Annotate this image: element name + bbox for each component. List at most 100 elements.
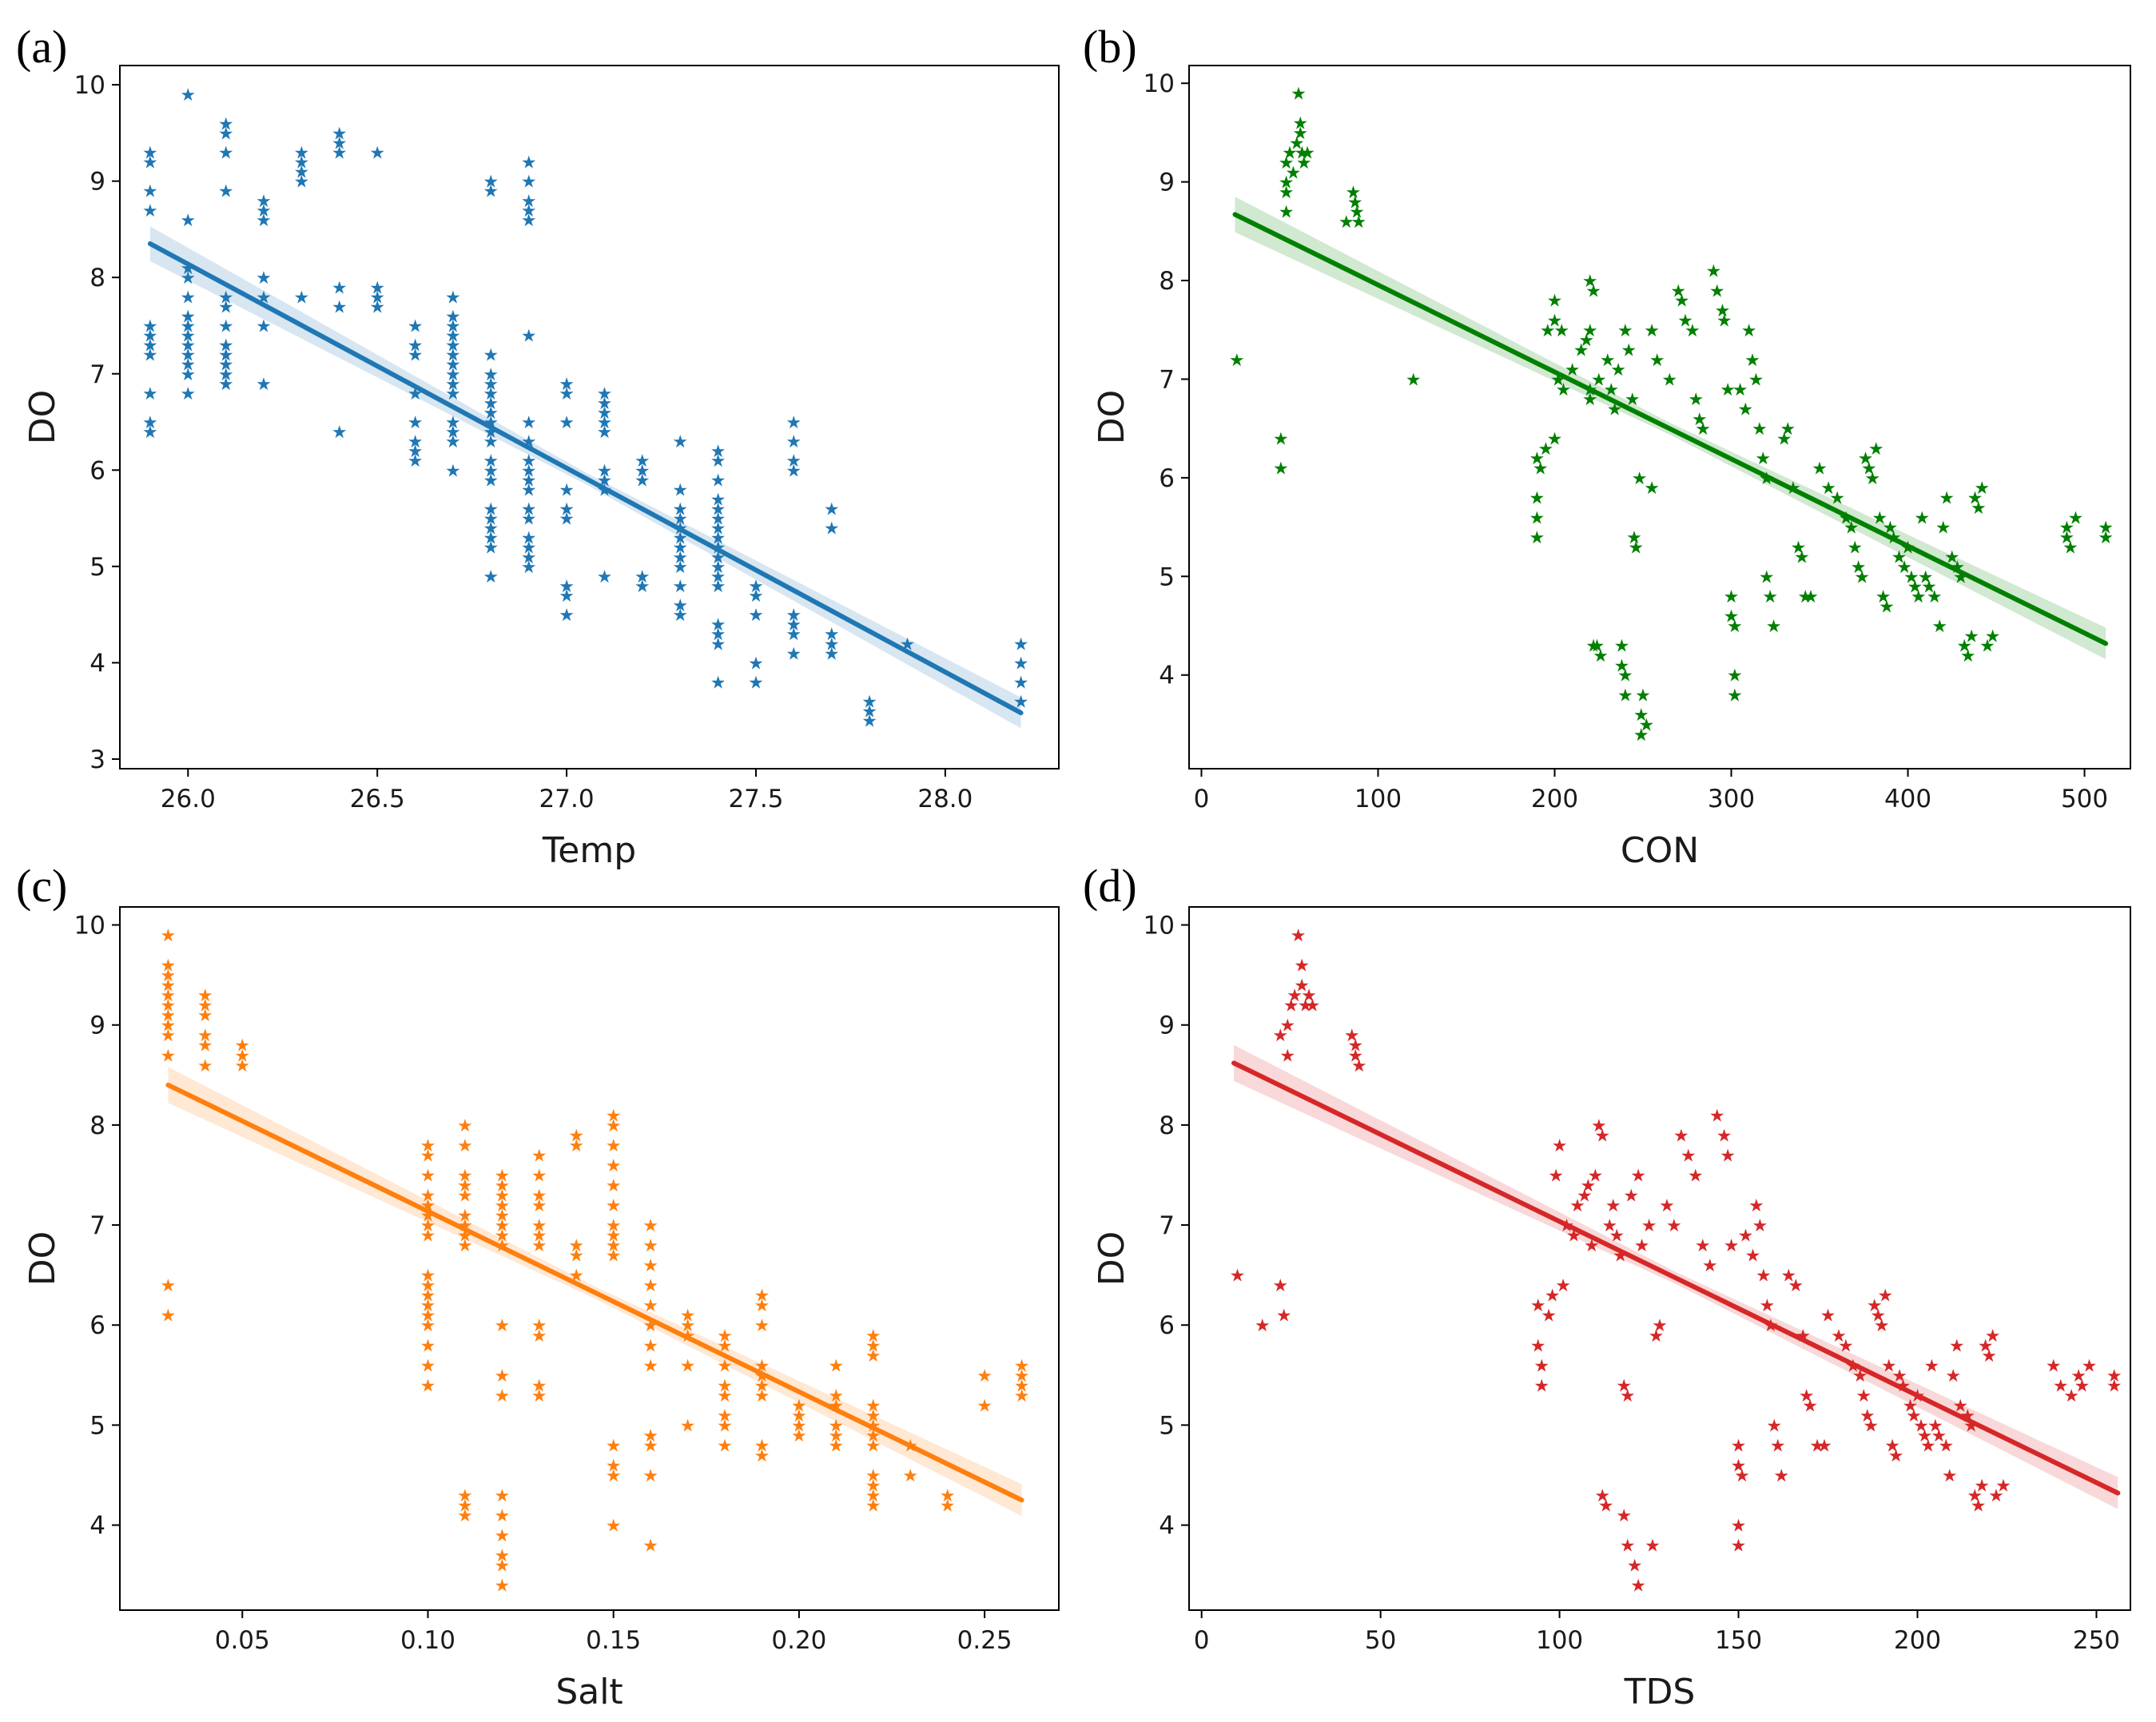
data-point: ★ (1727, 686, 1743, 706)
data-point: ★ (1289, 133, 1305, 153)
data-point: ★ (1616, 1376, 1632, 1396)
plot-frame (119, 906, 1060, 1611)
data-point: ★ (483, 404, 499, 424)
y-tick-label: 6 (1159, 1311, 1175, 1340)
data-point: ★ (1677, 311, 1693, 331)
data-point: ★ (1874, 1316, 1890, 1336)
data-point: ★ (606, 1517, 622, 1537)
data-point: ★ (142, 153, 158, 173)
data-point: ★ (1272, 1026, 1288, 1046)
data-point: ★ (791, 1416, 807, 1436)
data-point: ★ (1645, 1537, 1661, 1557)
data-point: ★ (218, 114, 234, 134)
data-point: ★ (142, 423, 158, 443)
data-point: ★ (1881, 1356, 1897, 1376)
data-point: ★ (606, 1216, 622, 1236)
x-tick-label: 0.05 (215, 1626, 270, 1655)
data-point: ★ (1541, 1306, 1557, 1326)
data-point: ★ (457, 1207, 473, 1227)
regression-line (1231, 1060, 2121, 1496)
data-point: ★ (2070, 1366, 2086, 1386)
data-point: ★ (420, 1356, 436, 1376)
data-point: ★ (1914, 508, 1930, 528)
y-tick-label: 10 (1144, 912, 1175, 941)
data-point: ★ (672, 558, 688, 578)
data-point: ★ (1530, 1336, 1546, 1356)
data-point: ★ (445, 327, 461, 347)
data-point: ★ (1625, 390, 1641, 410)
data-point: ★ (1879, 597, 1895, 617)
data-point: ★ (234, 1036, 250, 1056)
data-point: ★ (483, 529, 499, 549)
data-point: ★ (940, 1486, 956, 1506)
data-point: ★ (445, 356, 461, 376)
data-point: ★ (1617, 321, 1633, 341)
data-point: ★ (597, 423, 613, 443)
data-point: ★ (606, 1136, 622, 1156)
data-point: ★ (1291, 85, 1307, 105)
data-point: ★ (1949, 1336, 1965, 1356)
data-point: ★ (1745, 1247, 1761, 1267)
data-point: ★ (483, 384, 499, 404)
data-point: ★ (1956, 637, 1972, 657)
data-point: ★ (180, 336, 196, 356)
data-point: ★ (865, 1477, 881, 1497)
x-tick-label: 0.20 (771, 1626, 826, 1655)
data-point: ★ (710, 674, 726, 694)
data-point: ★ (1870, 1306, 1886, 1326)
data-point: ★ (332, 124, 348, 144)
y-tick-label: 8 (1159, 267, 1175, 296)
data-point: ★ (1582, 321, 1598, 341)
data-point: ★ (1799, 1386, 1815, 1406)
data-point: ★ (748, 587, 764, 606)
data-point: ★ (408, 442, 424, 462)
data-point: ★ (2059, 519, 2075, 539)
data-point: ★ (1013, 634, 1029, 654)
data-point: ★ (748, 654, 764, 674)
data-point: ★ (1298, 996, 1314, 1016)
data-point: ★ (1565, 360, 1581, 380)
data-point: ★ (408, 413, 424, 433)
data-point: ★ (294, 288, 310, 308)
y-tick-label: 10 (1144, 70, 1175, 98)
data-point: ★ (1978, 1336, 1994, 1356)
data-point: ★ (1967, 489, 1983, 509)
data-point: ★ (642, 1437, 658, 1457)
data-point: ★ (1344, 1026, 1360, 1046)
data-point: ★ (531, 1196, 547, 1216)
data-point: ★ (1960, 646, 1976, 666)
data-point: ★ (1620, 1386, 1636, 1406)
data-point: ★ (1301, 986, 1317, 1006)
data-point: ★ (197, 1026, 213, 1046)
data-point: ★ (1935, 519, 1951, 539)
data-point: ★ (559, 413, 575, 433)
data-point: ★ (445, 346, 461, 366)
data-point: ★ (865, 1466, 881, 1486)
x-tick-label: 200 (1531, 785, 1578, 813)
data-point: ★ (369, 288, 385, 308)
data-point: ★ (1731, 1517, 1747, 1537)
data-point: ★ (2068, 508, 2084, 528)
y-tick-label: 8 (90, 264, 105, 292)
data-point: ★ (1601, 1216, 1617, 1236)
data-point: ★ (754, 1316, 770, 1336)
data-point: ★ (717, 1437, 733, 1457)
data-point: ★ (218, 365, 234, 385)
data-point: ★ (1724, 587, 1740, 607)
data-point: ★ (369, 144, 385, 164)
data-point: ★ (754, 1446, 770, 1466)
data-point: ★ (483, 471, 499, 491)
data-point: ★ (1780, 1267, 1796, 1287)
data-point: ★ (1731, 1437, 1747, 1457)
data-point: ★ (2053, 1376, 2069, 1396)
data-point: ★ (1720, 1146, 1736, 1166)
data-point: ★ (142, 182, 158, 202)
data-point: ★ (1876, 587, 1891, 607)
data-point: ★ (1979, 637, 1995, 657)
data-point: ★ (1734, 1466, 1750, 1486)
data-point: ★ (1585, 281, 1601, 301)
data-point: ★ (1861, 459, 1877, 479)
data-point: ★ (531, 1316, 547, 1336)
data-point: ★ (1884, 1437, 1900, 1457)
data-point: ★ (161, 1006, 177, 1026)
